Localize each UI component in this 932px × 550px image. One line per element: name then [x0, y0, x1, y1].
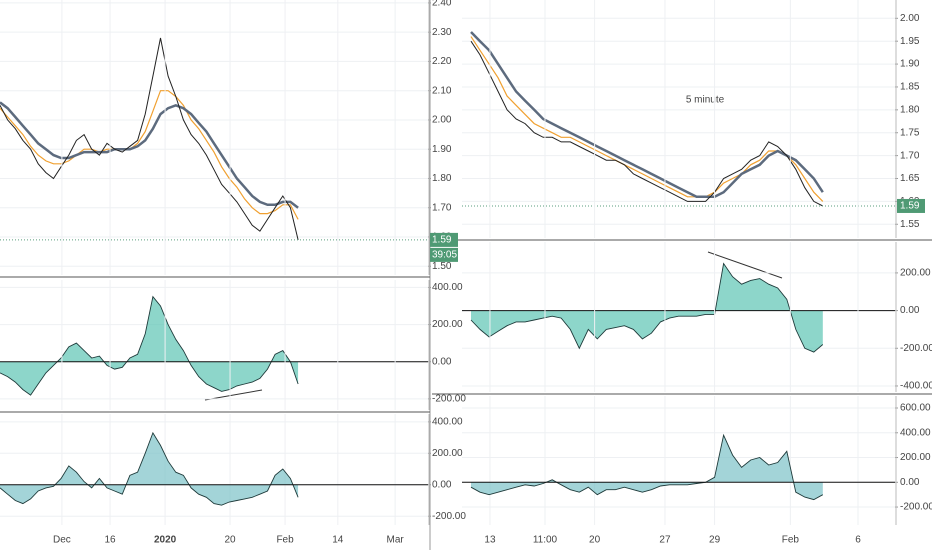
- oscillator-area: [471, 263, 823, 353]
- y-tick-label: 1.95: [900, 36, 920, 47]
- oscillator-line: [470, 433, 824, 501]
- oscillator-line: [470, 262, 824, 353]
- y-tick-label: 2.00: [432, 115, 452, 126]
- x-tick-label: 14: [332, 535, 344, 546]
- price-line: [470, 40, 824, 207]
- y-tick-label: 1.90: [432, 144, 452, 155]
- x-tick-label: Feb: [782, 535, 800, 546]
- x-tick-label: 20: [224, 535, 236, 546]
- countdown-label: 39:05: [432, 250, 457, 261]
- y-tick-label: 2.40: [432, 0, 452, 9]
- y-tick-label: -200.00: [900, 502, 932, 513]
- y-tick-label: 400.00: [432, 282, 463, 293]
- y-tick-label: 200.00: [900, 452, 931, 463]
- price-badge: [430, 232, 458, 247]
- y-tick-label: 2.20: [432, 56, 452, 67]
- x-tick-label: 6: [855, 535, 861, 546]
- y-tick-label: 1.80: [900, 104, 920, 115]
- y-tick-label: 0.00: [432, 479, 452, 490]
- x-tick-label: 16: [104, 535, 116, 546]
- x-tick-label: Feb: [276, 535, 294, 546]
- y-tick-label: 0.00: [900, 305, 920, 316]
- x-tick-label: 2020: [154, 535, 177, 546]
- y-tick-label: 1.75: [900, 127, 920, 138]
- price-line: [470, 36, 824, 202]
- y-tick-label: 400.00: [432, 417, 463, 428]
- price-line: [0, 101, 299, 209]
- y-tick-label: 1.90: [900, 59, 920, 70]
- y-tick-label: 0.00: [900, 477, 920, 488]
- y-tick-label: 200.00: [432, 448, 463, 459]
- x-tick-label: Mar: [387, 535, 405, 546]
- y-tick-label: 1.65: [900, 173, 920, 184]
- y-tick-label: 0.00: [432, 356, 452, 367]
- price-badge-label: 1.59: [900, 201, 920, 212]
- price-badge-label: 1.59: [432, 235, 452, 246]
- price-line: [0, 90, 299, 220]
- y-tick-label: 400.00: [900, 427, 931, 438]
- oscillator-area: [0, 432, 299, 506]
- x-tick-label: Dec: [53, 535, 71, 546]
- trendline: [204, 389, 263, 401]
- y-tick-label: 1.55: [900, 219, 920, 230]
- y-tick-label: -200.00: [432, 511, 466, 522]
- oscillator-area: [0, 296, 299, 396]
- price-line: [470, 31, 824, 199]
- y-tick-label: -200.00: [432, 393, 466, 404]
- countdown-badge: [430, 247, 458, 262]
- x-tick-label: 20: [589, 535, 601, 546]
- y-tick-label: 200.00: [432, 319, 463, 330]
- x-tick-label: 11:00: [533, 535, 558, 546]
- oscillator-line: [0, 295, 299, 396]
- y-tick-label: 200.00: [900, 268, 931, 279]
- y-tick-label: 1.80: [432, 173, 452, 184]
- y-tick-label: -400.00: [900, 381, 932, 392]
- y-tick-label: 1.70: [900, 150, 920, 161]
- trendline: [707, 251, 783, 279]
- x-tick-label: 27: [659, 535, 671, 546]
- y-tick-label: 600.00: [900, 403, 931, 414]
- y-tick-label: -200.00: [900, 343, 932, 354]
- y-tick-label: 1.70: [432, 202, 452, 213]
- price-badge: [897, 198, 925, 213]
- x-tick-label: 13: [484, 535, 496, 546]
- annotation: 5 minute: [686, 95, 725, 106]
- y-tick-label: 2.10: [432, 85, 452, 96]
- y-tick-label: 1.50: [432, 261, 452, 272]
- y-tick-label: 1.85: [900, 82, 920, 93]
- oscillator-line: [0, 431, 299, 506]
- price-line: [0, 37, 299, 241]
- y-tick-label: 2.00: [900, 13, 920, 24]
- x-tick-label: 29: [709, 535, 721, 546]
- y-tick-label: 2.30: [432, 27, 452, 38]
